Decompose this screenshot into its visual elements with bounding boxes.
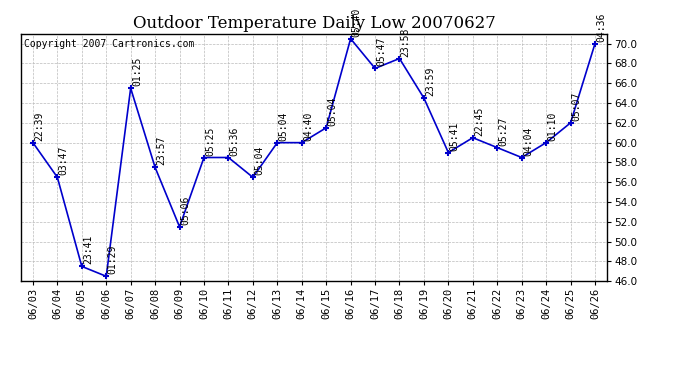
Text: 01:29: 01:29 (108, 245, 117, 274)
Text: 23:57: 23:57 (157, 136, 166, 165)
Title: Outdoor Temperature Daily Low 20070627: Outdoor Temperature Daily Low 20070627 (132, 15, 495, 32)
Text: 05:06: 05:06 (181, 195, 190, 225)
Text: 05:27: 05:27 (498, 116, 509, 146)
Text: 23:41: 23:41 (83, 235, 93, 264)
Text: 05:25: 05:25 (205, 126, 215, 156)
Text: 05:04: 05:04 (254, 146, 264, 176)
Text: 22:39: 22:39 (34, 111, 44, 141)
Text: 05:04: 05:04 (279, 111, 288, 141)
Text: 03:47: 03:47 (59, 146, 68, 176)
Text: 04:04: 04:04 (523, 126, 533, 156)
Text: 05:41: 05:41 (450, 121, 460, 151)
Text: 04:40: 04:40 (303, 111, 313, 141)
Text: 04:36: 04:36 (596, 12, 607, 42)
Text: 05:47: 05:47 (376, 37, 386, 66)
Text: 05:04: 05:04 (327, 96, 337, 126)
Text: 23:58: 23:58 (401, 27, 411, 57)
Text: 01:10: 01:10 (547, 111, 558, 141)
Text: 01:25: 01:25 (132, 57, 142, 86)
Text: 05:40: 05:40 (352, 8, 362, 37)
Text: Copyright 2007 Cartronics.com: Copyright 2007 Cartronics.com (23, 39, 194, 49)
Text: 05:36: 05:36 (230, 126, 239, 156)
Text: 05:07: 05:07 (572, 92, 582, 121)
Text: 22:45: 22:45 (474, 106, 484, 136)
Text: 23:59: 23:59 (425, 67, 435, 96)
